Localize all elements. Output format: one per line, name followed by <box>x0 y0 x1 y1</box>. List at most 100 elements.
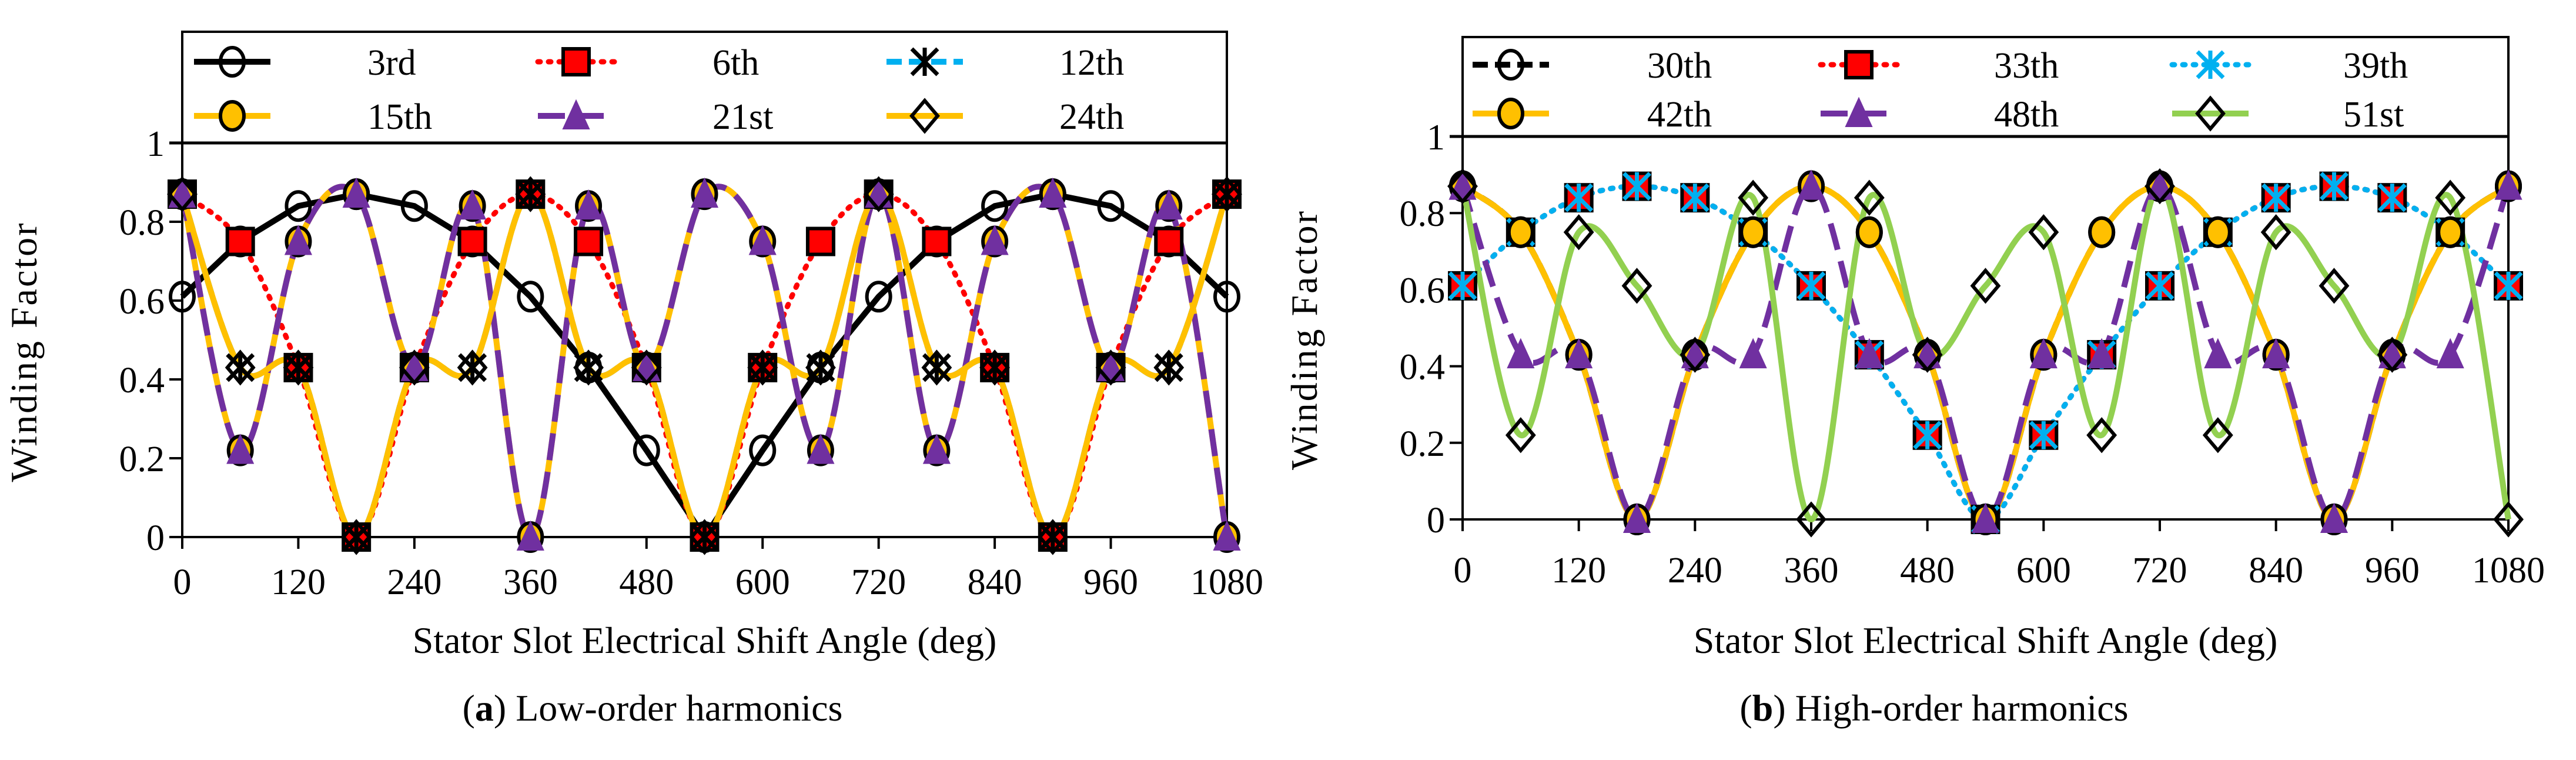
legend-label: 24th <box>1059 97 1124 137</box>
data-point-39th <box>1564 183 1594 212</box>
legend-item-24th: 24th <box>886 97 1124 137</box>
x-tick-label: 720 <box>2133 551 2187 591</box>
y-tick-label: 1 <box>1427 118 1445 158</box>
x-tick-label: 960 <box>1083 562 1138 602</box>
markers-3rd <box>169 178 1240 553</box>
data-point-12th <box>748 353 777 382</box>
data-point-48th <box>2087 338 2116 369</box>
data-point-24th <box>1095 349 1126 386</box>
data-point-24th <box>457 349 488 386</box>
data-point-21st <box>748 225 777 255</box>
data-point-42th <box>2204 216 2232 248</box>
data-point-21st <box>1213 520 1241 551</box>
data-point-48th <box>1739 338 1767 369</box>
data-point-12th <box>283 353 313 382</box>
data-point-48th <box>2204 338 2232 369</box>
data-point-51st <box>2202 417 2233 454</box>
data-point-51st <box>1563 214 1594 251</box>
data-point-3rd <box>1097 190 1125 222</box>
x-tick-label: 840 <box>2249 551 2303 591</box>
legend-marker <box>1497 49 1524 81</box>
data-point-42th <box>2088 216 2116 248</box>
data-point-51st <box>1680 336 1711 373</box>
data-point-24th <box>225 349 256 386</box>
x-axis-label: Stator Slot Electrical Shift Angle (deg) <box>413 619 997 661</box>
data-point-39th <box>1448 271 1477 301</box>
data-point-51st <box>2377 336 2408 373</box>
data-point-51st <box>1505 417 1536 454</box>
legend-item-33th: 33th <box>1818 46 2059 86</box>
markers-39th <box>1448 172 2523 534</box>
data-point-21st <box>284 225 313 255</box>
legend-item-15th: 15th <box>194 97 432 137</box>
legend-marker <box>910 47 939 76</box>
data-point-21st <box>922 434 951 464</box>
data-point-21st <box>981 225 1009 255</box>
data-point-39th <box>2029 421 2058 450</box>
y-tick-label: 0.6 <box>1400 271 1446 311</box>
legend-marker <box>1845 96 1873 127</box>
y-tick-label: 0.2 <box>1400 424 1446 464</box>
legend-label: 39th <box>2343 46 2408 86</box>
data-point-51st <box>1621 268 1652 304</box>
markers-51st <box>1447 168 2524 538</box>
series-group <box>179 184 1230 542</box>
legend-item-39th: 39th <box>2169 46 2408 86</box>
data-point-3rd <box>169 281 196 313</box>
data-point-24th <box>805 349 836 386</box>
legend-marker <box>1497 98 1524 129</box>
series-line-51st <box>1460 183 2511 523</box>
data-point-24th <box>515 176 546 212</box>
data-point-12th <box>226 353 255 382</box>
series-15th <box>179 184 1230 541</box>
series-39th <box>1460 184 2511 522</box>
y-tick-label: 0.4 <box>119 361 165 401</box>
data-point-3rd <box>633 434 660 466</box>
legend-marker <box>219 46 246 78</box>
data-point-51st <box>1447 168 1478 205</box>
data-point-51st <box>2086 417 2117 454</box>
data-point-51st <box>2319 268 2350 304</box>
series-group <box>1460 183 2511 523</box>
data-point-6th <box>574 226 604 256</box>
series-line-39th <box>1460 184 2511 522</box>
data-point-51st <box>1854 179 1885 216</box>
data-point-24th <box>1153 349 1185 386</box>
markers-42th <box>1449 170 2522 535</box>
data-point-39th <box>2145 271 2174 301</box>
panel-b-high-order-harmonics: 0 0.2 0.4 0.6 0.8 1 0 120 240 360 480 600 720 840 960 1… <box>1283 36 2545 729</box>
data-point-6th <box>922 226 952 256</box>
caption-open: ( <box>463 687 475 729</box>
legend-label: 15th <box>367 97 432 137</box>
data-point-39th <box>2377 183 2407 212</box>
x-tick-label: 240 <box>1668 551 1722 591</box>
data-point-12th <box>1154 353 1183 382</box>
data-point-51st <box>1970 268 2001 304</box>
data-point-42th <box>2437 216 2464 248</box>
data-point-21st <box>226 434 255 464</box>
data-point-39th <box>2320 172 2348 201</box>
series-30th <box>1460 183 2511 523</box>
data-point-24th <box>921 349 952 386</box>
data-point-6th <box>805 226 835 256</box>
data-point-48th <box>2320 502 2348 533</box>
series-line-30th <box>1460 183 2511 523</box>
series-33th <box>1460 184 2511 522</box>
caption-open: ( <box>1739 687 1752 729</box>
series-line-15th <box>179 184 1230 541</box>
x-tick-label: 120 <box>271 562 326 602</box>
legend-label: 6th <box>712 43 759 83</box>
data-point-3rd <box>865 281 892 313</box>
data-point-48th <box>2436 338 2464 369</box>
x-tick-label: 0 <box>1454 551 1472 591</box>
legend-item-51st: 51st <box>2172 95 2404 135</box>
markers-15th <box>169 178 1240 553</box>
data-point-3rd <box>400 190 428 222</box>
data-point-21st <box>1039 177 1067 208</box>
data-point-24th <box>283 349 314 386</box>
legend-marker <box>561 47 591 76</box>
legend-item-21st: 21st <box>538 97 773 137</box>
data-point-21st <box>1155 189 1183 220</box>
data-point-51st <box>1738 179 1769 216</box>
